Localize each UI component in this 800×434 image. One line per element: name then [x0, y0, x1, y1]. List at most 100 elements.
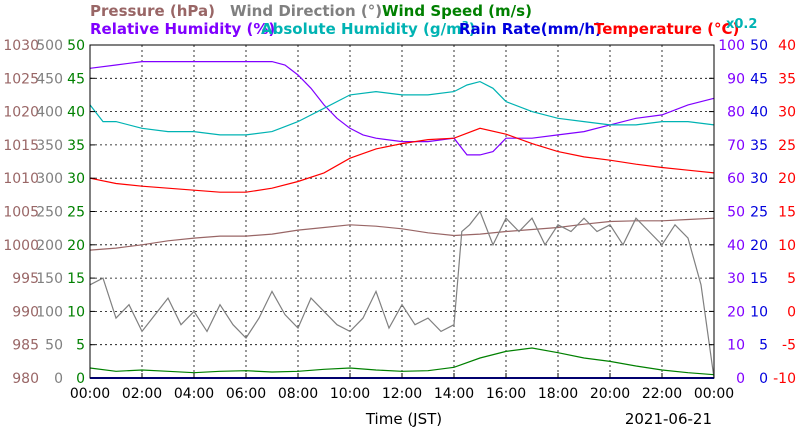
relative-humidity-tick-label: 90 [727, 71, 745, 87]
temperature-tick-label: -5 [782, 338, 796, 354]
relative-humidity-tick-label: 30 [727, 271, 745, 287]
rain-rate-tick-label: 10 [750, 304, 768, 320]
temperature-tick-label: 0 [787, 304, 796, 320]
rain-rate-tick-label: 30 [750, 171, 768, 187]
legend-entry: Relative Humidity (%) [90, 20, 275, 38]
pressure-tick-label: 995 [12, 271, 39, 287]
x-tick-label: 12:00 [382, 386, 422, 402]
temperature-tick-label: 10 [778, 238, 796, 254]
x-axis-label: Time (JST) [365, 410, 442, 428]
relative-humidity-tick-label: 80 [727, 105, 745, 121]
relative-humidity-series [89, 60, 715, 156]
pressure-tick-label: 1000 [3, 238, 39, 254]
wind-direction-tick-label: 350 [36, 138, 63, 154]
pressure-hpa-series [89, 217, 715, 251]
legend-entry: Wind Speed (m/s) [382, 2, 532, 20]
relative-humidity-tick-label: 60 [727, 171, 745, 187]
x-tick-label: 20:00 [590, 386, 630, 402]
relative-humidity-tick-label: 40 [727, 238, 745, 254]
temperature-tick-label: -10 [773, 371, 796, 387]
x-tick-label: 08:00 [278, 386, 318, 402]
wind-direction-tick-label: 0 [54, 371, 63, 387]
temperature-tick-label: 15 [778, 205, 796, 221]
pressure-tick-label: 1020 [3, 105, 39, 121]
rain-rate-tick-label: 20 [750, 238, 768, 254]
relative-humidity-tick-label: 70 [727, 138, 745, 154]
wind-speed-tick-label: 45 [67, 71, 85, 87]
x-tick-label: 00:00 [70, 386, 110, 402]
x-tick-label: 16:00 [486, 386, 526, 402]
wind-direction-tick-label: 100 [36, 304, 63, 320]
wind-direction-tick-label: 50 [45, 338, 63, 354]
legend-entry: Absolute Humidity (g/m3) [261, 20, 476, 38]
relative-humidity-tick-label: 50 [727, 205, 745, 221]
rain-rate-tick-label: 40 [750, 105, 768, 121]
wind-speed-tick-label: 30 [67, 171, 85, 187]
wind-direction-tick-label: 300 [36, 171, 63, 187]
x-tick-label: 14:00 [434, 386, 474, 402]
axes-group: 00:00 02:00 04:00 06:00 08:00 10:00 12:00 14:00… [3, 38, 796, 402]
wind-direction-tick-label: 450 [36, 71, 63, 87]
wind-direction-tick-label: 400 [36, 105, 63, 121]
wind-direction-tick-label: 200 [36, 238, 63, 254]
wind-direction-tick-label: 250 [36, 205, 63, 221]
rain-rate-tick-label: 35 [750, 138, 768, 154]
relative-humidity-tick-label: 10 [727, 338, 745, 354]
temperature-tick-label: 20 [778, 171, 796, 187]
humidity-scale-note: x0.2 [726, 17, 757, 32]
rain-rate-tick-label: 45 [750, 71, 768, 87]
temperature-tick-label: 35 [778, 71, 796, 87]
x-tick-label: 00:00 [694, 386, 734, 402]
relative-humidity-tick-label: 100 [718, 38, 745, 54]
pressure-tick-label: 1010 [3, 171, 39, 187]
x-tick-label: 04:00 [174, 386, 214, 402]
pressure-tick-label: 1030 [3, 38, 39, 54]
temperature-tick-label: 30 [778, 105, 796, 121]
pressure-tick-label: 990 [12, 304, 39, 320]
x-tick-label: 18:00 [538, 386, 578, 402]
temperature-c-series [89, 127, 715, 193]
wind-speed-tick-label: 40 [67, 105, 85, 121]
wind-speed-tick-label: 10 [67, 304, 85, 320]
pressure-tick-label: 980 [12, 371, 39, 387]
rain-rate-tick-label: 25 [750, 205, 768, 221]
rain-rate-tick-label: 15 [750, 271, 768, 287]
temperature-tick-label: 40 [778, 38, 796, 54]
rain-rate-tick-label: 0 [759, 371, 768, 387]
legend-entry: Pressure (hPa) [90, 2, 215, 20]
relative-humidity-tick-label: 0 [736, 371, 745, 387]
x-tick-label: 02:00 [122, 386, 162, 402]
pressure-tick-label: 985 [12, 338, 39, 354]
wind-speed-m-s-series [89, 347, 715, 376]
rain-rate-tick-label: 5 [759, 338, 768, 354]
wind-direction-tick-label: 500 [36, 38, 63, 54]
wind-speed-tick-label: 0 [76, 371, 85, 387]
legend: Pressure (hPa) Wind Direction (°) Wind Spe… [90, 2, 757, 38]
chart-date: 2021-06-21 [625, 410, 712, 428]
temperature-tick-label: 5 [787, 271, 796, 287]
wind-speed-tick-label: 35 [67, 138, 85, 154]
wind-speed-tick-label: 15 [67, 271, 85, 287]
wind-speed-tick-label: 25 [67, 205, 85, 221]
legend-entry: Temperature (°C) [594, 20, 739, 38]
wind-direction-tick-label: 150 [36, 271, 63, 287]
relative-humidity-tick-label: 20 [727, 304, 745, 320]
grid-lines [90, 45, 714, 378]
pressure-tick-label: 1015 [3, 138, 39, 154]
wind-speed-tick-label: 50 [67, 38, 85, 54]
rain-rate-tick-label: 50 [750, 38, 768, 54]
legend-entry: Wind Direction (°) [230, 2, 382, 20]
pressure-tick-label: 1005 [3, 205, 39, 221]
temperature-tick-label: 25 [778, 138, 796, 154]
absolute-humidity-g-m3-series [89, 80, 715, 136]
legend-entry: Rain Rate(mm/h) [459, 20, 602, 38]
wind-speed-tick-label: 20 [67, 238, 85, 254]
x-tick-label: 22:00 [642, 386, 682, 402]
wind-speed-tick-label: 5 [76, 338, 85, 354]
wind-direction-series [89, 210, 715, 379]
pressure-tick-label: 1025 [3, 71, 39, 87]
x-tick-label: 10:00 [330, 386, 370, 402]
x-tick-label: 06:00 [226, 386, 266, 402]
